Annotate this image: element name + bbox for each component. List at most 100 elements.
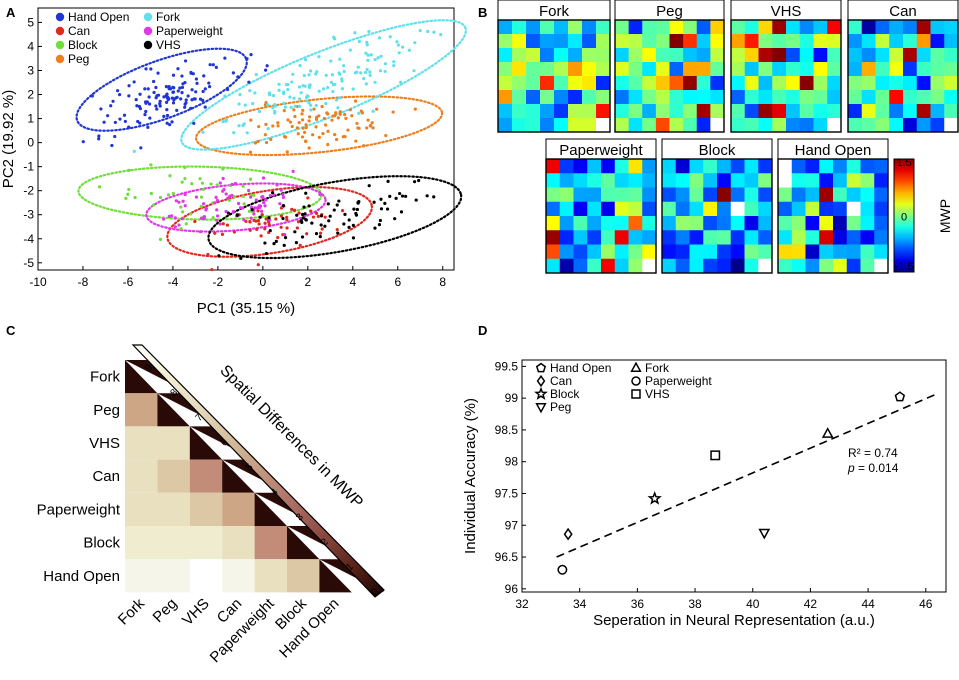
point-can bbox=[279, 214, 284, 218]
heatmap-cell bbox=[786, 90, 801, 105]
matrix-cell bbox=[157, 393, 190, 427]
colorbar-tick: 0 bbox=[901, 212, 907, 224]
point-fork bbox=[254, 72, 258, 77]
heatmap-cell bbox=[744, 76, 759, 91]
heatmap-cell bbox=[833, 173, 848, 188]
heatmap-cell bbox=[689, 216, 704, 231]
heatmap-cell bbox=[554, 118, 569, 133]
heatmap-cell bbox=[944, 118, 959, 133]
point-vhs bbox=[294, 241, 299, 245]
heatmap-cell bbox=[546, 187, 561, 203]
point-can bbox=[323, 215, 327, 219]
point-fork bbox=[304, 99, 308, 103]
heatmap-cell bbox=[601, 244, 616, 260]
heatmap-cell bbox=[799, 48, 814, 63]
heatmap-cell bbox=[615, 104, 630, 119]
marker-circle bbox=[557, 564, 568, 575]
heatmap-cell bbox=[559, 258, 574, 274]
point-hand-open bbox=[225, 87, 230, 92]
matrix-cell bbox=[222, 559, 255, 593]
heatmap-cell bbox=[772, 90, 787, 105]
point-hand-open bbox=[170, 96, 174, 100]
point-vhs bbox=[326, 202, 330, 206]
point-hand-open bbox=[189, 106, 193, 110]
point-fork bbox=[342, 69, 346, 74]
heatmap-cell bbox=[860, 258, 875, 274]
heatmap-cell bbox=[889, 76, 904, 91]
heatmap-cell bbox=[587, 258, 602, 274]
row-label: Paperweight bbox=[37, 501, 121, 518]
heatmap-cell bbox=[916, 104, 931, 119]
point-vhs bbox=[250, 208, 254, 212]
point-fork bbox=[357, 111, 361, 115]
point-block bbox=[190, 182, 194, 186]
point-fork bbox=[298, 97, 302, 101]
point-vhs bbox=[404, 194, 408, 198]
heatmap-cell bbox=[744, 104, 759, 119]
point-vhs bbox=[388, 194, 392, 198]
point-can bbox=[256, 263, 260, 267]
point-fork bbox=[238, 93, 242, 97]
point-hand-open bbox=[192, 121, 196, 125]
point-hand-open bbox=[115, 89, 120, 93]
point-fork bbox=[377, 36, 382, 40]
point-vhs bbox=[304, 218, 308, 222]
heatmap-cell bbox=[848, 76, 863, 91]
point-paperweight bbox=[218, 222, 222, 226]
heatmap-cell bbox=[642, 34, 657, 49]
heatmap-cell bbox=[596, 76, 611, 91]
ellipse-paperweight bbox=[145, 182, 327, 233]
point-fork bbox=[355, 70, 359, 74]
point-paperweight bbox=[318, 192, 322, 197]
point-peg bbox=[295, 126, 299, 130]
marker-triangle-down bbox=[758, 528, 771, 540]
point-fork bbox=[413, 41, 417, 45]
point-peg bbox=[264, 140, 269, 145]
heatmap-cell bbox=[875, 76, 890, 91]
point-fork bbox=[283, 105, 288, 109]
point-fork bbox=[357, 39, 361, 44]
heatmap-cell bbox=[758, 34, 773, 49]
x-axis-label-d: Seperation in Neural Representation (a.u… bbox=[593, 612, 875, 629]
heatmap-cell bbox=[744, 90, 759, 105]
point-can bbox=[314, 211, 319, 215]
heatmap-title: VHS bbox=[771, 3, 802, 20]
point-fork bbox=[253, 91, 257, 95]
heatmap-cell bbox=[628, 34, 643, 49]
point-peg bbox=[334, 111, 338, 115]
heatmap-cell bbox=[601, 173, 616, 188]
point-hand-open bbox=[164, 100, 169, 104]
point-fork bbox=[326, 86, 330, 90]
heatmap-cell bbox=[540, 34, 555, 49]
point-fork bbox=[388, 35, 392, 39]
heatmap-cell bbox=[642, 76, 657, 91]
point-peg bbox=[304, 123, 308, 127]
point-fork bbox=[332, 35, 336, 39]
point-vhs bbox=[264, 251, 269, 256]
marker-circle bbox=[631, 376, 641, 386]
heatmap-cell bbox=[805, 216, 820, 231]
heatmap-cell bbox=[512, 20, 527, 35]
x-tick-label: -4 bbox=[168, 275, 179, 289]
legend-label: VHS bbox=[156, 38, 181, 52]
point-hand-open bbox=[172, 86, 176, 90]
point-paperweight bbox=[254, 198, 258, 202]
heatmap-cell bbox=[615, 118, 630, 133]
point-vhs bbox=[355, 207, 359, 212]
heatmap-cell bbox=[813, 20, 828, 35]
point-paperweight bbox=[249, 195, 253, 199]
point-block bbox=[127, 168, 131, 172]
point-vhs bbox=[274, 239, 278, 243]
heatmap-cell bbox=[628, 62, 643, 77]
point-fork bbox=[241, 123, 245, 128]
point-peg bbox=[326, 129, 330, 133]
point-block bbox=[171, 191, 175, 196]
matrix-cell bbox=[189, 559, 223, 593]
heatmap-cell bbox=[744, 62, 759, 77]
legend-marker bbox=[55, 26, 65, 36]
y-tick-label: 2 bbox=[27, 88, 34, 102]
point-peg bbox=[321, 132, 325, 136]
heatmap-cell bbox=[526, 48, 541, 63]
point-vhs bbox=[304, 191, 308, 195]
panel-label-c: C bbox=[6, 323, 16, 338]
